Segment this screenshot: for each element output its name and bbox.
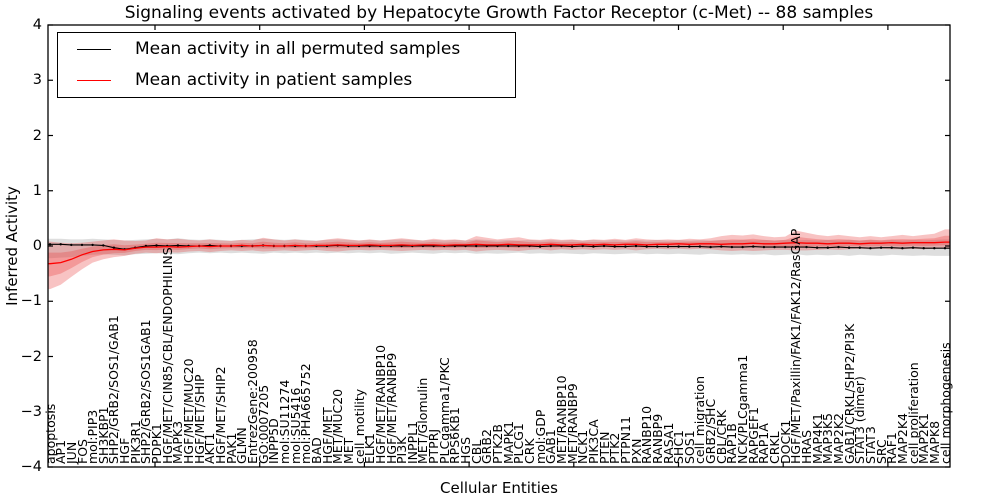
patient-band-outer xyxy=(48,229,950,290)
permuted-point-marker xyxy=(773,245,776,249)
permuted-point-marker xyxy=(176,244,180,247)
permuted-point-marker xyxy=(602,244,606,248)
legend-label-patient: Mean activity in patient samples xyxy=(135,70,413,90)
permuted-point-marker xyxy=(656,245,659,248)
permuted-point-marker xyxy=(698,245,702,248)
permuted-point-marker xyxy=(112,246,116,249)
permuted-point-marker xyxy=(91,243,94,247)
y-tick-label: 1 xyxy=(32,182,42,199)
legend-item-permuted: Mean activity in all permuted samples xyxy=(58,34,515,64)
y-tick-label: 0 xyxy=(32,238,42,254)
y-tick-label: 3 xyxy=(32,72,42,89)
permuted-point-marker xyxy=(890,246,893,249)
permuted-point-marker xyxy=(48,243,52,246)
permuted-point-marker xyxy=(837,245,840,249)
permuted-band xyxy=(48,238,950,259)
legend: Mean activity in all permuted samples Me… xyxy=(57,32,516,98)
permuted-point-marker xyxy=(815,246,819,249)
permuted-point-marker xyxy=(102,244,105,247)
y-tick-label: −3 xyxy=(20,403,42,420)
y-tick-label: −4 xyxy=(20,459,42,475)
permuted-point-marker xyxy=(762,245,766,249)
permuted-point-marker xyxy=(507,244,510,248)
permuted-point-marker xyxy=(752,245,755,248)
permuted-point-marker xyxy=(475,244,478,248)
x-tick-label: cell morphogenesis xyxy=(937,342,953,464)
permuted-point-marker xyxy=(613,245,616,248)
permuted-point-marker xyxy=(858,246,861,249)
permuted-point-marker xyxy=(720,245,723,248)
permuted-point-marker xyxy=(59,243,62,246)
legend-line-sample-black xyxy=(77,48,111,50)
legend-line-sample-red xyxy=(77,79,111,81)
y-tick-label: −2 xyxy=(20,348,42,365)
permuted-point-marker xyxy=(666,245,670,248)
permuted-point-marker xyxy=(911,246,915,249)
y-tick-label: −1 xyxy=(20,293,42,310)
permuted-point-marker xyxy=(794,245,797,249)
permuted-point-marker xyxy=(155,244,158,247)
y-tick-label: 2 xyxy=(32,127,42,144)
x-tick-label: HGF/MET/Paxillin/FAK1/FAK12/RasGAP xyxy=(788,228,804,464)
permuted-point-marker xyxy=(570,245,574,248)
legend-label-permuted: Mean activity in all permuted samples xyxy=(135,39,461,59)
permuted-point-marker xyxy=(581,244,584,248)
patient-mean-line xyxy=(48,241,950,265)
permuted-point-marker xyxy=(80,243,84,247)
legend-item-patient: Mean activity in patient samples xyxy=(58,65,515,95)
permuted-point-marker xyxy=(70,243,73,247)
permuted-point-marker xyxy=(592,245,595,248)
permuted-point-marker xyxy=(549,244,552,248)
permuted-point-marker xyxy=(784,245,787,249)
permuted-point-marker xyxy=(730,245,734,249)
permuted-point-marker xyxy=(922,247,925,250)
permuted-point-marker xyxy=(933,247,936,250)
permuted-point-marker xyxy=(901,247,904,250)
y-tick-label: 4 xyxy=(32,17,42,33)
permuted-point-marker xyxy=(847,246,851,249)
permuted-point-marker xyxy=(688,245,691,248)
permuted-point-marker xyxy=(677,245,680,248)
x-axis-label: Cellular Entities xyxy=(440,479,558,497)
permuted-point-marker xyxy=(879,246,883,249)
permuted-point-marker xyxy=(741,245,744,249)
permuted-point-marker xyxy=(634,244,638,248)
chart-title: Signaling events activated by Hepatocyte… xyxy=(124,3,874,23)
permuted-point-marker xyxy=(805,245,808,249)
permuted-point-marker xyxy=(709,245,712,249)
permuted-point-marker xyxy=(624,245,627,248)
permuted-point-marker xyxy=(943,247,947,250)
permuted-point-marker xyxy=(869,247,872,250)
permuted-point-marker xyxy=(826,246,829,249)
permuted-point-marker xyxy=(538,245,542,248)
permuted-point-marker xyxy=(645,245,648,248)
